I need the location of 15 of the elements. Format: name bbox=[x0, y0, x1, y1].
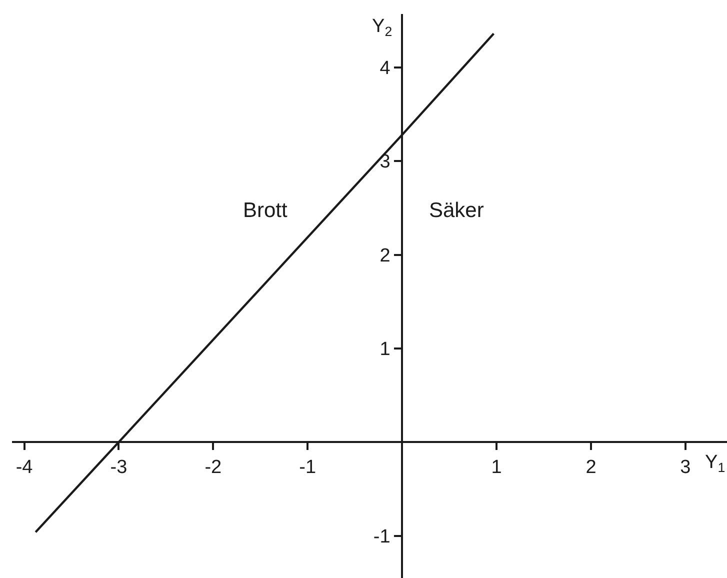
annotation: Säker bbox=[429, 199, 484, 222]
x-tick-label: -3 bbox=[110, 456, 128, 478]
y-tick-label: 2 bbox=[380, 245, 390, 266]
x-tick-label: 2 bbox=[586, 456, 596, 478]
y-tick-label: 4 bbox=[380, 58, 391, 80]
x-tick-label: -4 bbox=[16, 456, 34, 478]
y-axis-title: Y$_{2}$ bbox=[372, 16, 392, 39]
y-tick-label: -1 bbox=[373, 526, 390, 548]
x-tick-label: 1 bbox=[491, 456, 502, 478]
x-axis-title: Y$_{1}$ bbox=[705, 452, 726, 475]
annotation: Brott bbox=[243, 199, 288, 222]
x-tick-label: -2 bbox=[204, 456, 222, 478]
x-tick-label: -1 bbox=[299, 456, 316, 478]
x-tick-label: 3 bbox=[680, 456, 691, 478]
y-tick-label: 1 bbox=[380, 339, 390, 360]
